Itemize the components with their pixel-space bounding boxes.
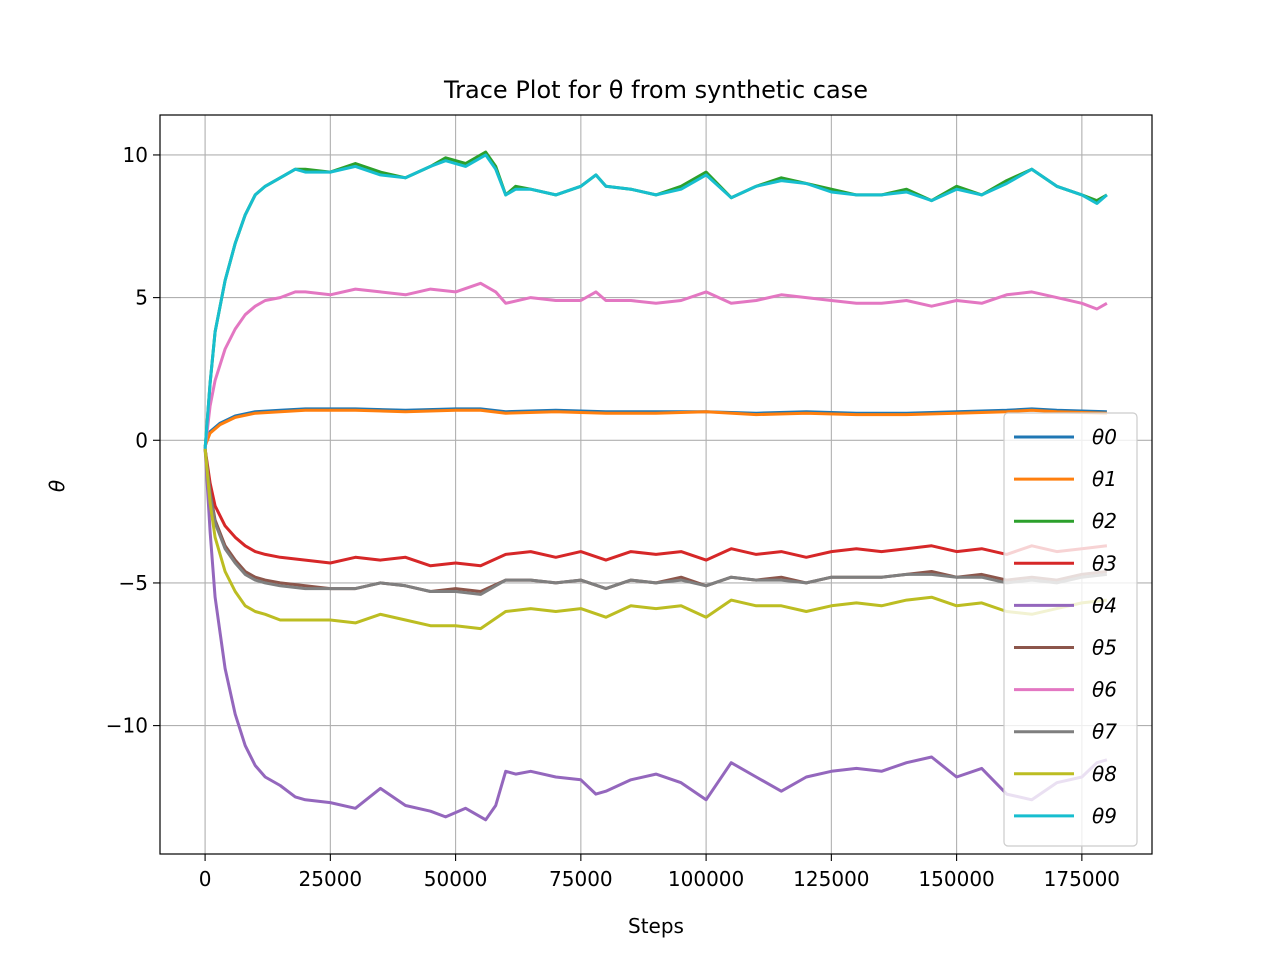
y-tick-label: 0 bbox=[135, 428, 148, 452]
chart-title: Trace Plot for θ from synthetic case bbox=[443, 76, 868, 104]
legend-label: θ3 bbox=[1092, 551, 1117, 575]
x-tick-label: 125000 bbox=[793, 867, 869, 891]
series-line-θ7 bbox=[203, 448, 1108, 596]
x-tick-label: 25000 bbox=[299, 867, 363, 891]
x-axis-label: Steps bbox=[628, 914, 684, 938]
grid-lines bbox=[160, 115, 1152, 854]
series-line-θ2 bbox=[203, 150, 1108, 449]
series-line-θ3 bbox=[203, 448, 1108, 568]
legend-label: θ8 bbox=[1092, 762, 1117, 786]
legend: θ0 θ1 θ2 θ3 θ4 θ5 θ6 θ7 θ8 θ9 bbox=[1003, 412, 1138, 847]
x-tick-label: 150000 bbox=[918, 867, 994, 891]
legend-label: θ6 bbox=[1092, 678, 1117, 702]
legend-label: θ7 bbox=[1092, 720, 1117, 744]
series-line-θ1 bbox=[203, 408, 1107, 447]
series-line-θ5 bbox=[203, 448, 1108, 593]
legend-label: θ0 bbox=[1092, 425, 1117, 449]
series-line-θ9 bbox=[203, 153, 1108, 449]
x-tick-label: 75000 bbox=[549, 867, 613, 891]
y-tick-label: −5 bbox=[119, 571, 148, 595]
x-axis-ticks: 0 25000 50000 75000 100000 125000 150000 175000 bbox=[199, 854, 1120, 891]
series-line-θ6 bbox=[203, 281, 1108, 449]
series-line-θ8 bbox=[203, 448, 1108, 631]
legend-label: θ9 bbox=[1092, 804, 1117, 828]
y-tick-label: 5 bbox=[135, 286, 148, 310]
legend-label: θ4 bbox=[1092, 593, 1117, 617]
x-tick-label: 50000 bbox=[424, 867, 488, 891]
y-tick-label: −10 bbox=[106, 714, 148, 738]
x-tick-label: 100000 bbox=[668, 867, 744, 891]
x-tick-label: 175000 bbox=[1044, 867, 1120, 891]
legend-label: θ2 bbox=[1092, 509, 1117, 533]
legend-label: θ5 bbox=[1092, 636, 1117, 660]
legend-label: θ1 bbox=[1092, 467, 1117, 491]
series-lines bbox=[203, 150, 1108, 822]
axes-frame bbox=[159, 114, 1153, 855]
y-axis-label: θ bbox=[45, 480, 69, 492]
y-tick-label: 10 bbox=[123, 143, 148, 167]
x-tick-label: 0 bbox=[199, 867, 212, 891]
series-line-θ4 bbox=[203, 448, 1108, 822]
y-axis-ticks: 10 5 0 −5 −10 bbox=[106, 143, 160, 738]
